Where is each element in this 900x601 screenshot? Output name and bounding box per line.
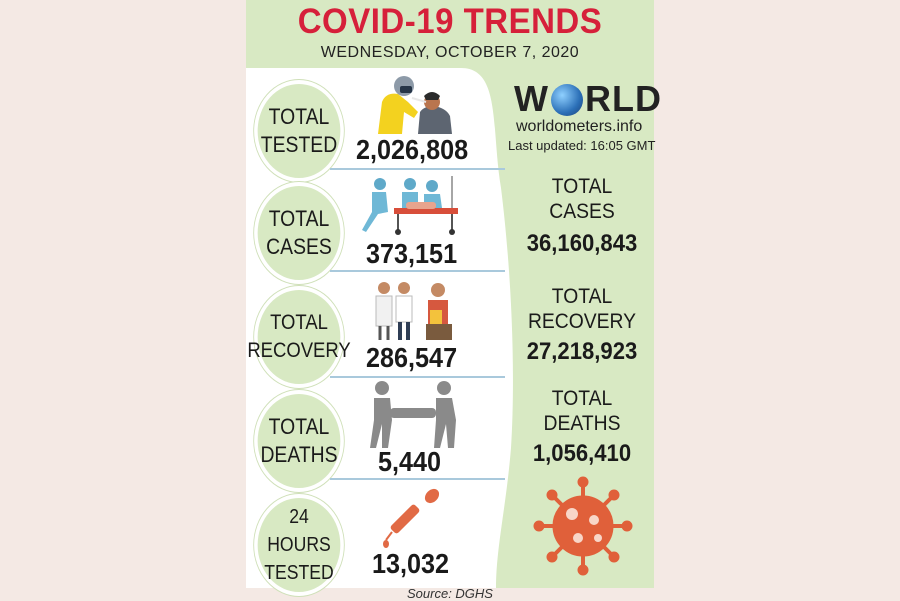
stat-label: TOTAL TESTED (260, 104, 338, 157)
world-stat-label: TOTAL RECOVERY (527, 285, 637, 333)
worldometer-logo: W RLD (514, 78, 662, 120)
patient-stretcher-icon (362, 176, 458, 235)
recovery-family-icon (375, 282, 452, 340)
label-circle-total-recovery: TOTAL RECOVERY (247, 286, 351, 388)
globe-icon (550, 84, 583, 116)
dropper-icon (383, 488, 440, 548)
stat-value: 5,440 (378, 446, 442, 477)
label-circle-24-hours-tested: 24 HOURS TESTED (254, 494, 344, 596)
stat-value: 286,547 (366, 342, 458, 373)
world-stat-value: 1,056,410 (532, 440, 632, 467)
world-stat-label: TOTAL DEATHS (543, 387, 621, 435)
stat-value: 13,032 (372, 548, 450, 579)
source-note: Source: DGHS (407, 586, 493, 601)
stat-label: TOTAL RECOVERY (247, 311, 351, 362)
body-carry-icon (370, 381, 456, 448)
stat-value: 373,151 (366, 238, 458, 269)
row-divider (330, 168, 505, 170)
virus-icon (533, 476, 633, 576)
row-divider (330, 478, 505, 480)
stat-label: 24 HOURS TESTED (264, 506, 334, 584)
logo-letters: RLD (584, 78, 662, 119)
source-site: worldometers.info (516, 118, 643, 135)
label-circle-total-tested: TOTAL TESTED (254, 80, 344, 182)
date-label: WEDNESDAY, OCTOBER 7, 2020 (320, 44, 580, 61)
stat-label: TOTAL DEATHS (260, 414, 338, 467)
world-stat-label: TOTAL CASES (549, 175, 615, 223)
label-circle-total-deaths: TOTAL DEATHS (254, 390, 344, 492)
last-updated: Last updated: 16:05 GMT (508, 138, 656, 153)
row-divider (330, 270, 505, 272)
world-stat-value: 27,218,923 (526, 338, 638, 365)
stat-label: TOTAL CASES (266, 206, 332, 259)
logo-letter: W (514, 78, 549, 119)
stat-value: 2,026,808 (356, 134, 469, 165)
swab-test-icon (378, 76, 452, 134)
label-circle-total-cases: TOTAL CASES (254, 182, 344, 284)
row-divider (330, 376, 505, 378)
page-title: COVID-19 TRENDS (297, 0, 603, 41)
world-stat-value: 36,160,843 (526, 230, 638, 257)
